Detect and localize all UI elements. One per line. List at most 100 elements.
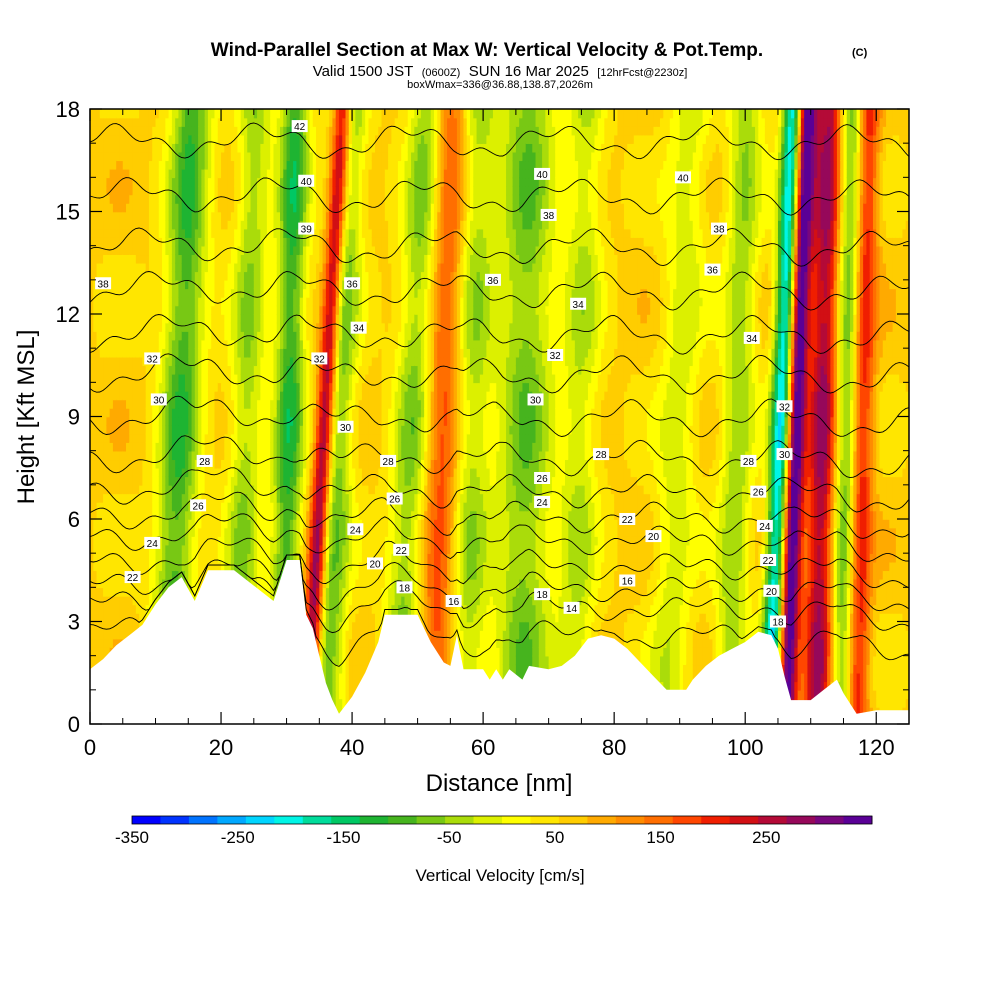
velocity-cell [155,151,160,162]
velocity-cell [188,553,193,563]
velocity-cell [227,442,232,452]
velocity-cell [119,612,124,623]
velocity-cell [109,407,114,418]
velocity-cell [243,544,249,554]
velocity-cell [224,279,229,290]
velocity-cell [109,151,114,162]
velocity-cell [132,143,137,153]
velocity-cell [106,501,111,512]
velocity-cell [188,433,193,443]
velocity-cell [207,160,213,170]
velocity-cell [185,365,190,375]
velocity-cell [302,168,308,179]
velocity-cell [312,476,317,486]
velocity-cell [96,553,101,563]
velocity-cell [266,459,271,469]
velocity-cell [129,126,134,136]
velocity-cell [99,322,104,332]
velocity-cell [178,271,183,281]
velocity-cell [112,638,118,648]
velocity-cell [211,322,216,332]
velocity-cell [122,194,127,204]
velocity-cell [93,373,98,384]
velocity-cell [306,109,311,119]
velocity-cell [119,450,124,461]
velocity-cell [234,373,239,384]
velocity-cell [247,536,252,546]
velocity-cell [286,433,291,443]
velocity-cell [207,484,213,495]
velocity-cell [211,314,216,324]
velocity-cell [122,202,127,213]
velocity-cell [201,356,206,367]
velocity-cell [152,553,157,563]
velocity-cell [90,279,95,290]
velocity-cell [263,390,268,401]
velocity-cell [135,305,140,315]
velocity-cell [103,467,108,478]
velocity-cell [302,134,308,144]
velocity-cell [204,373,209,384]
velocity-cell [132,109,137,119]
velocity-cell [201,407,206,418]
velocity-cell [211,527,216,537]
velocity-cell [230,202,235,213]
velocity-cell [237,126,242,136]
velocity-cell [122,237,127,247]
velocity-cell [237,134,242,144]
velocity-cell [293,296,298,307]
velocity-cell [171,348,176,358]
velocity-cell [90,151,95,162]
velocity-cell [162,220,167,230]
velocity-cell [158,553,163,563]
velocity-cell [142,373,147,384]
velocity-cell [289,450,294,461]
velocity-cell [178,527,183,537]
velocity-cell [155,245,160,256]
velocity-cell [178,339,183,349]
velocity-cell [234,544,239,554]
velocity-cell [152,476,157,486]
velocity-cell [224,228,229,238]
velocity-cell [112,211,118,221]
velocity-cell [126,587,131,597]
velocity-cell [135,339,140,349]
velocity-cell [306,279,311,290]
velocity-cell [266,467,271,478]
velocity-cell [253,501,258,512]
velocity-cell [93,160,98,170]
velocity-cell [165,228,170,238]
velocity-cell [204,433,209,443]
velocity-cell [227,519,232,529]
velocity-cell [306,561,311,572]
velocity-cell [306,373,311,384]
velocity-cell [103,399,108,409]
velocity-cell [302,382,308,392]
velocity-cell [273,296,278,307]
velocity-cell [227,356,232,367]
velocity-cell [309,117,314,127]
velocity-cell [250,279,255,290]
velocity-cell [243,459,249,469]
velocity-cell [168,561,173,572]
velocity-cell [135,194,140,204]
velocity-cell [270,296,275,307]
velocity-cell [306,314,311,324]
velocity-cell [191,177,196,187]
velocity-cell [155,160,160,170]
velocity-cell [191,296,196,307]
velocity-cell [145,484,150,495]
velocity-cell [309,425,314,435]
velocity-cell [214,348,219,358]
velocity-cell [201,151,206,162]
velocity-cell [260,151,265,162]
velocity-cell [112,220,118,230]
velocity-cell [142,561,147,572]
velocity-cell [266,519,271,529]
velocity-cell [142,126,147,136]
velocity-cell [260,382,265,392]
velocity-cell [165,510,170,520]
velocity-cell [217,279,222,290]
velocity-cell [204,296,209,307]
velocity-cell [240,279,245,290]
